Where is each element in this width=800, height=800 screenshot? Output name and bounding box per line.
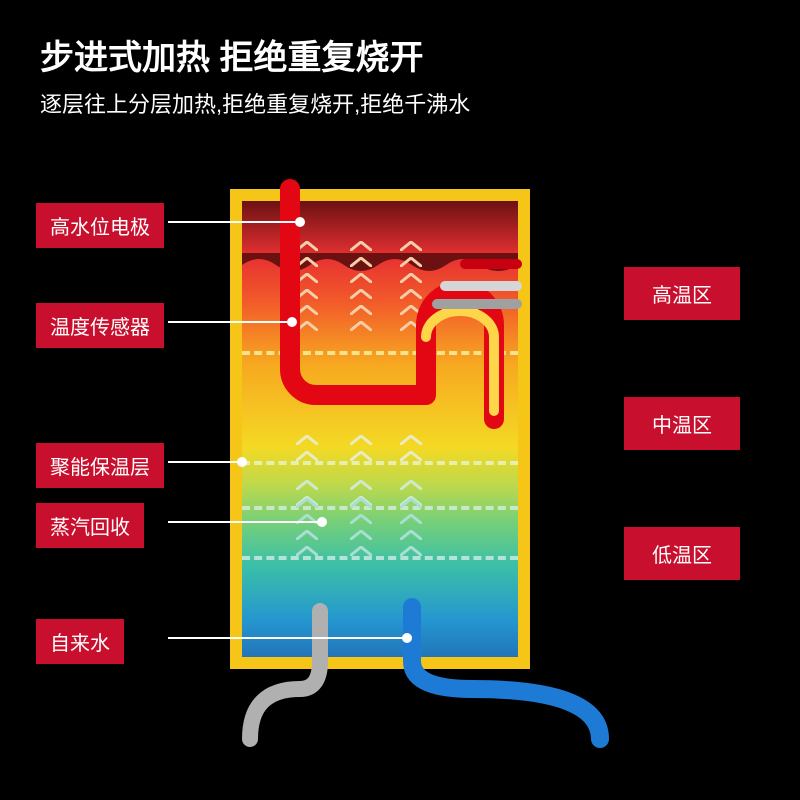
high-level-electrode [460, 259, 522, 269]
left-label: 自来水 [36, 619, 124, 664]
left-label: 温度传感器 [36, 303, 164, 348]
page-subtitle: 逐层往上分层加热,拒绝重复烧开,拒绝千沸水 [0, 87, 800, 139]
temp-sensor-rod [440, 281, 522, 291]
left-label: 蒸汽回收 [36, 503, 144, 548]
left-label: 聚能保温层 [36, 443, 164, 488]
pointer-line [168, 637, 407, 639]
right-zone-label: 中温区 [624, 397, 740, 450]
diagram: 高水位电极温度传感器聚能保温层蒸汽回收自来水 高温区中温区低温区 [0, 139, 800, 799]
page-title: 步进式加热 拒绝重复烧开 [0, 0, 800, 87]
right-zone-label: 低温区 [624, 527, 740, 580]
right-zone-label: 高温区 [624, 267, 740, 320]
temp-sensor-rod [432, 299, 522, 309]
left-label: 高水位电极 [36, 203, 164, 248]
pointer-line [168, 521, 322, 523]
pointer-line [168, 321, 292, 323]
pointer-line [168, 221, 300, 223]
pointer-line [168, 461, 242, 463]
